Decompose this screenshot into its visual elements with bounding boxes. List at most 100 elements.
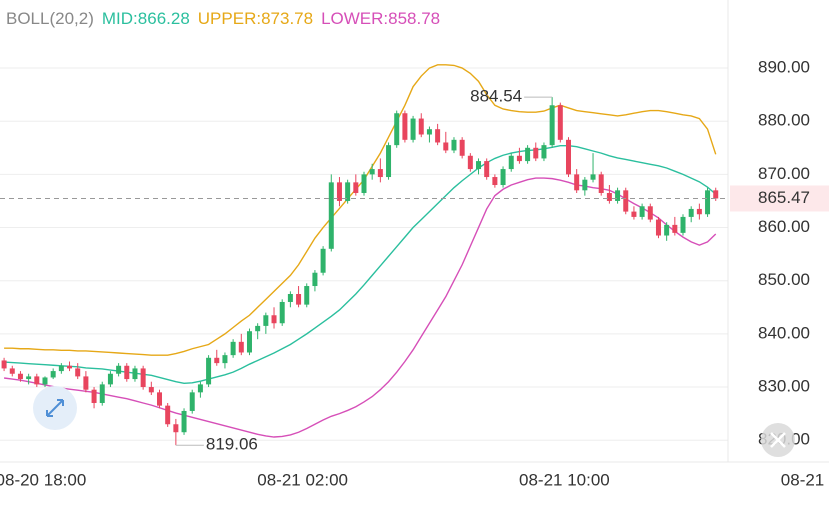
x-tick-label: 08-20 18:00 <box>0 470 86 489</box>
y-tick-label: 870.00 <box>758 164 810 183</box>
candle-body <box>688 208 694 217</box>
settings-icon <box>770 432 786 448</box>
candle-body <box>680 216 686 233</box>
candle-body <box>320 248 326 273</box>
candle-body <box>222 355 228 364</box>
candle-body <box>206 357 212 385</box>
candle-body <box>263 315 269 326</box>
candle-body <box>672 224 678 233</box>
candle-body <box>197 384 203 393</box>
candle-body <box>598 174 604 193</box>
candle-body <box>116 365 122 374</box>
low-label: 819.06 <box>206 435 258 454</box>
candle-body <box>58 365 64 372</box>
y-tick-label: 830.00 <box>758 377 810 396</box>
candle-body <box>508 155 514 170</box>
legend-value: 858.78 <box>388 9 440 28</box>
candle-body <box>410 118 416 140</box>
candle-body <box>386 145 392 178</box>
candle-body <box>467 155 473 170</box>
indicator-header: BOLL(20,2) MID:866.28 UPPER:873.78 LOWER:85… <box>6 9 440 28</box>
candle-body <box>165 405 171 425</box>
candle-body <box>124 365 130 380</box>
boll-line <box>4 177 717 438</box>
boll-line <box>4 64 717 356</box>
candle-body <box>590 174 596 180</box>
candle-body <box>312 272 318 287</box>
candle-body <box>696 208 702 215</box>
candle-body <box>140 368 146 388</box>
candle-body <box>279 301 285 324</box>
candle-body <box>484 161 490 178</box>
candle-body <box>50 371 56 378</box>
candle-body <box>296 294 302 305</box>
y-tick-label: 890.00 <box>758 58 810 77</box>
candle-body <box>565 139 571 175</box>
candle-body <box>377 169 383 178</box>
candle-body <box>426 129 432 135</box>
legend-name: LOWER: <box>321 9 388 28</box>
candle-body <box>435 129 441 143</box>
candle-body <box>606 192 612 201</box>
candle-body <box>304 286 310 305</box>
candle-body <box>664 224 670 236</box>
candle-body <box>26 376 32 380</box>
candle-body <box>459 139 465 156</box>
candle-body <box>451 139 457 151</box>
last-price-tag <box>730 185 829 212</box>
legend-value: 873.78 <box>261 9 313 28</box>
candle-body <box>533 147 539 159</box>
candle-body <box>500 169 506 186</box>
candle-body <box>189 392 195 411</box>
candle-body <box>173 424 179 433</box>
candle-body <box>75 368 81 377</box>
candle-body <box>9 368 15 374</box>
candle-body <box>655 219 661 236</box>
y-tick-label: 880.00 <box>758 111 810 130</box>
candle-body <box>238 341 244 353</box>
candle-body <box>647 206 653 220</box>
candle-body <box>287 294 293 302</box>
y-tick-label: 840.00 <box>758 323 810 342</box>
legend-name: UPPER: <box>198 9 261 28</box>
x-tick-label: 08-21 18:00 <box>781 470 829 489</box>
candle-body <box>361 174 367 193</box>
x-tick-label: 08-21 10:00 <box>519 470 610 489</box>
candle-body <box>402 113 408 140</box>
candle-body <box>369 169 375 175</box>
candle-body <box>42 377 48 385</box>
candle-body <box>99 384 105 403</box>
expand-icon <box>46 399 64 417</box>
candle-body <box>631 211 637 217</box>
candle-body <box>476 161 482 170</box>
candle-body <box>181 410 187 433</box>
candle-body <box>639 206 645 217</box>
candle-body <box>549 105 555 146</box>
candle-body <box>574 174 580 191</box>
legend-value: 866.28 <box>138 9 190 28</box>
candle-body <box>132 368 138 380</box>
candle-body <box>345 182 351 201</box>
candle-body <box>83 376 89 390</box>
candle-body <box>336 182 342 201</box>
candle-body <box>418 118 424 135</box>
candle-body <box>557 105 563 140</box>
candle-body <box>353 182 359 193</box>
candle-body <box>443 142 449 151</box>
expand-button[interactable] <box>33 386 77 430</box>
candle-body <box>214 357 220 364</box>
candle-body <box>271 315 277 324</box>
candle-body <box>394 113 400 146</box>
settings-button[interactable] <box>761 423 795 457</box>
candle-body <box>246 331 252 353</box>
candle-body <box>107 373 113 385</box>
x-tick-label: 08-21 02:00 <box>257 470 348 489</box>
y-tick-label: 860.00 <box>758 217 810 236</box>
y-tick-label: 850.00 <box>758 270 810 289</box>
candle-body <box>255 325 261 332</box>
indicator-name: BOLL(20,2) <box>6 9 94 28</box>
candle-body <box>705 190 711 215</box>
candle-body <box>582 179 588 191</box>
boll-line <box>4 144 717 385</box>
